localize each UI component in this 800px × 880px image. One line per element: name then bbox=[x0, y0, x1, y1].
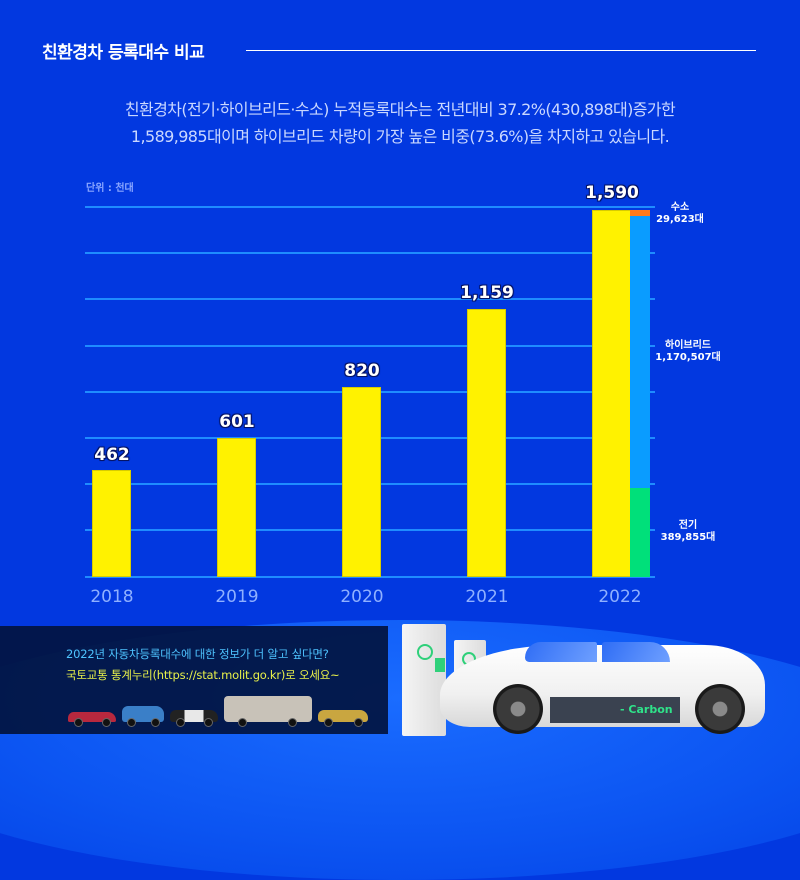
x-label-2018: 2018 bbox=[90, 587, 134, 607]
bar-value-2018: 462 bbox=[94, 445, 130, 465]
label-electric-value: 389,855대 bbox=[660, 532, 716, 543]
label-electric-name: 전기 bbox=[678, 520, 698, 531]
page-title: 친환경차 등록대수 비교 bbox=[42, 43, 205, 63]
label-hybrid: 하이브리드 1,170,507대 bbox=[648, 340, 728, 364]
carbon-panel bbox=[550, 697, 680, 723]
unit-label: 단위 : 천대 bbox=[86, 183, 134, 194]
x-label-2020: 2020 bbox=[340, 587, 384, 607]
label-hydrogen-name: 수소 bbox=[670, 202, 690, 213]
gridline-1200 bbox=[85, 298, 655, 300]
gridline-1000 bbox=[85, 345, 655, 347]
carbon-badge: - Carbon bbox=[620, 703, 673, 716]
charging-station-icon bbox=[402, 624, 446, 736]
car-window-rear bbox=[525, 642, 597, 662]
car-wheel-front bbox=[695, 684, 745, 734]
stack-segment-hybrid bbox=[630, 216, 650, 488]
bar-value-2020: 820 bbox=[344, 361, 380, 381]
banner-text-question: 2022년 자동차등록대수에 대한 정보가 더 알고 싶다면? bbox=[66, 647, 329, 661]
banner-text-link[interactable]: 국토교통 통계누리(https://stat.molit.go.kr)로 오세요… bbox=[66, 668, 340, 682]
bar-2022 bbox=[592, 210, 631, 577]
stack-segment-electric bbox=[630, 488, 650, 577]
x-label-2022: 2022 bbox=[598, 587, 642, 607]
taxi-icon bbox=[318, 710, 368, 727]
summary-line-1: 친환경차(전기·하이브리드·수소) 누적등록대수는 전년대비 37.2%(430… bbox=[124, 100, 676, 119]
summary-line-2: 1,589,985대이며 하이브리드 차량이 가장 높은 비중(73.6%)을 … bbox=[130, 127, 670, 146]
gridline-1400 bbox=[85, 252, 655, 254]
bar-2019 bbox=[217, 438, 256, 577]
label-hydrogen: 수소 29,623대 bbox=[640, 202, 720, 226]
bar-value-2019: 601 bbox=[219, 412, 255, 432]
gridline-1600 bbox=[85, 206, 655, 208]
blue-suv-icon bbox=[122, 706, 164, 727]
car-wheel-rear bbox=[493, 684, 543, 734]
x-axis-baseline bbox=[85, 576, 655, 578]
label-hybrid-name: 하이브리드 bbox=[665, 340, 711, 351]
bar-2020 bbox=[342, 387, 381, 577]
label-electric: 전기 389,855대 bbox=[648, 520, 728, 544]
label-hybrid-value: 1,170,507대 bbox=[655, 352, 721, 363]
bar-value-2021: 1,159 bbox=[460, 283, 514, 303]
title-divider bbox=[246, 50, 756, 51]
bus-icon bbox=[224, 696, 312, 727]
vehicle-icons-row bbox=[66, 694, 376, 727]
police-car-icon bbox=[170, 710, 218, 727]
label-hydrogen-value: 29,623대 bbox=[656, 214, 704, 225]
car-window-front bbox=[602, 642, 670, 662]
lightning-icon bbox=[417, 644, 433, 660]
bar-2018 bbox=[92, 470, 131, 577]
summary-text: 친환경차(전기·하이브리드·수소) 누적등록대수는 전년대비 37.2%(430… bbox=[40, 96, 760, 150]
bar-value-2022: 1,590 bbox=[585, 183, 639, 203]
red-convertible-icon bbox=[68, 712, 116, 727]
bar-2021 bbox=[467, 309, 506, 577]
x-label-2019: 2019 bbox=[215, 587, 259, 607]
x-label-2021: 2021 bbox=[465, 587, 509, 607]
stack-segment-hydrogen bbox=[630, 210, 650, 216]
